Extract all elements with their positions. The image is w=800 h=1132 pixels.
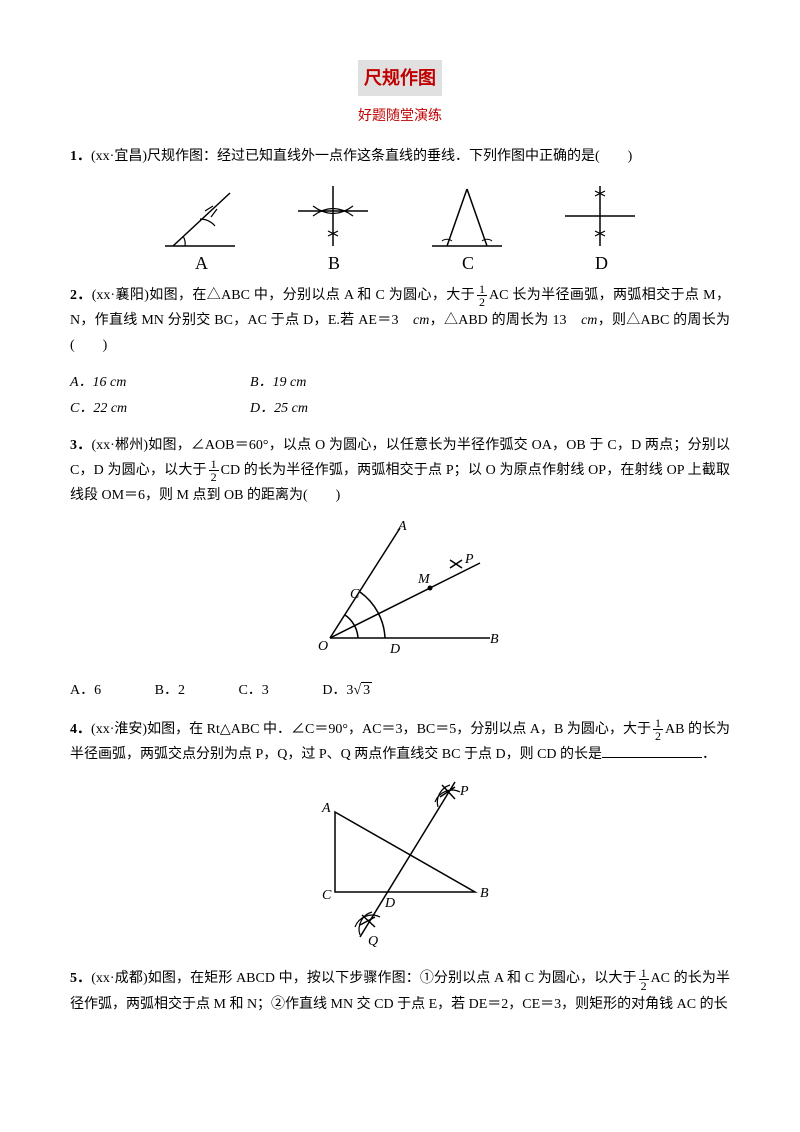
frac-half-2: 12 [209,458,219,483]
frac-half: 12 [477,283,487,308]
svg-text:P: P [464,552,474,567]
q1-fig-a: A [155,181,245,271]
q2-num: 2． [70,288,92,303]
q1-fig-b: B [288,181,378,271]
q2-cm2: cm [581,313,597,328]
svg-text:O: O [318,639,328,654]
q2-opt-d: D．25 cm [250,396,430,421]
q2-opt-c: C．22 cm [70,396,250,421]
svg-text:B: B [490,632,499,647]
q2-opt-a: A．16 cm [70,370,250,395]
svg-text:C: C [322,888,332,903]
q3-opt-b: B．2 [155,678,185,703]
q1-fig-c: C [422,181,512,271]
svg-text:A: A [195,253,208,271]
q3-opt-c: C．3 [238,678,268,703]
question-1: 1．(xx·宜昌)尺规作图：经过已知直线外一点作这条直线的垂线．下列作图中正确的… [70,144,730,169]
question-5: 5．(xx·成都)如图，在矩形 ABCD 中，按以下步骤作图：①分别以点 A 和… [70,966,730,1016]
q4-num: 4． [70,722,91,737]
svg-text:D: D [389,642,400,657]
svg-text:Q: Q [368,934,378,947]
q5-t1: (xx·成都)如图，在矩形 ABCD 中，按以下步骤作图：①分别以点 A 和 C… [91,971,636,986]
q4-figure: A B C D P Q [70,777,730,956]
q1-num: 1． [70,149,91,164]
q1-figures: A B C D [70,181,730,271]
question-2: 2．(xx·襄阳)如图，在△ABC 中，分别以点 A 和 C 为圆心，大于12A… [70,283,730,359]
svg-text:B: B [328,253,340,271]
q2-opt-b: B．19 cm [250,370,430,395]
svg-text:A: A [321,801,331,816]
q1-text: (xx·宜昌)尺规作图：经过已知直线外一点作这条直线的垂线．下列作图中正确的是(… [91,149,632,164]
page-title: 尺规作图 [358,60,442,96]
svg-text:D: D [384,896,395,911]
frac-half-4: 12 [639,967,649,992]
question-4: 4．(xx·淮安)如图，在 Rt△ABC 中．∠C＝90°，AC＝3，BC＝5，… [70,717,730,767]
question-3: 3．(xx·郴州)如图，∠AOB＝60°，以点 O 为圆心，以任意长为半径作弧交… [70,433,730,509]
svg-text:P: P [459,784,469,799]
q2-cm1: cm [413,313,429,328]
q3-figure: A B C D O M P [70,518,730,667]
q2-t1: (xx·襄阳)如图，在△ABC 中，分别以点 A 和 C 为圆心，大于 [92,288,475,303]
q3-num: 3． [70,438,91,453]
q2-options: A．16 cm B．19 cm C．22 cm D．25 cm [70,370,730,420]
q4-t3: ． [702,747,716,762]
q4-blank [602,757,702,758]
q5-num: 5． [70,971,91,986]
q4-t1: (xx·淮安)如图，在 Rt△ABC 中．∠C＝90°，AC＝3，BC＝5，分别… [91,722,651,737]
svg-text:C: C [350,587,360,602]
svg-text:B: B [480,886,489,901]
q2-t3: ，△ABD 的周长为 13 [429,313,581,328]
q3-opt-a: A．6 [70,678,101,703]
svg-text:C: C [462,253,474,271]
svg-text:A: A [397,519,407,534]
q3-opt-d: D．33 [322,678,372,703]
svg-text:D: D [595,253,608,271]
page-subtitle: 好题随堂演练 [70,104,730,129]
frac-half-3: 12 [653,717,663,742]
svg-text:M: M [417,572,431,587]
q3-options: A．6 B．2 C．3 D．33 [70,678,730,703]
q1-fig-d: D [555,181,645,271]
